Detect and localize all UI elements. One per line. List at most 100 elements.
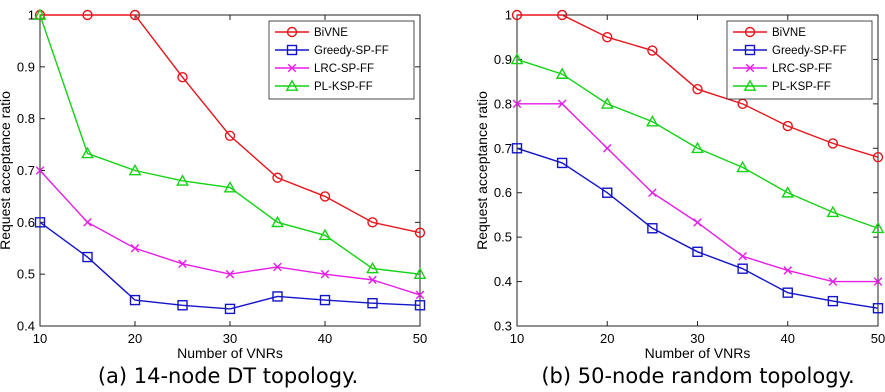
data-point [271,215,284,228]
x-axis-label: Number of VNRs [645,345,751,361]
data-point [512,99,522,109]
data-point [648,188,657,198]
data-point [738,251,747,261]
x-tick-label: 30 [223,331,237,346]
legend: BiVNE Greedy-SP-FF LRC-SP-FF PL-KSP-FF [268,20,415,100]
series-line [39,14,421,275]
x-tick-label: 20 [128,331,142,346]
data-point [177,71,188,83]
legend-swatch-marker [286,26,298,38]
data-point [128,163,142,176]
y-tick-label: 0.7 [494,141,512,156]
data-point [556,9,568,21]
legend-entry: PL-KSP-FF [275,79,373,93]
series-greedy-sp-ff [511,143,884,314]
data-point [602,143,612,153]
chart-panel-a: 10 20 30 40 50 0.4 0.5 0.6 0.7 0.8 0.9 1 Number of V… [0,8,427,389]
series-line [516,147,879,309]
x-tick-label: 20 [600,331,614,346]
data-point [367,297,378,309]
legend-label: BiVNE [314,27,348,39]
series-line [39,221,421,310]
data-point [319,294,331,306]
data-point [647,223,658,234]
y-tick-label: 0.7 [17,163,35,178]
y-tick-label: 0.5 [17,267,35,282]
x-tick-label: 50 [871,331,885,346]
legend-entry: BiVNE [733,26,806,39]
data-point [557,99,567,109]
y-tick-label: 0.6 [494,185,512,200]
data-point [692,83,703,95]
x-tick-label: 50 [413,331,427,346]
data-point [273,262,282,272]
data-point [873,277,883,286]
x-tick-label: 10 [510,331,524,346]
series-lrc-sp-ff [35,166,425,300]
data-point [555,67,569,79]
legend-swatch-marker [285,79,299,91]
data-point [367,217,378,228]
series-pl-ksp-ff [510,52,885,234]
data-point [647,45,658,56]
legend-swatch-marker [287,63,297,73]
data-point [693,218,702,227]
data-point [556,157,568,169]
figure-caption: (a) 14-node DT topology. [98,364,358,388]
data-point [692,246,703,258]
y-tick-label: 0.4 [17,319,35,334]
series-greedy-sp-ff [34,217,426,315]
data-point [33,8,47,20]
data-point [272,291,283,302]
data-point [368,275,377,285]
data-point [318,228,332,241]
data-point [415,290,425,300]
series-bivne [34,9,426,238]
y-tick-label: 1 [28,8,35,23]
data-point [872,303,884,314]
data-point [645,114,659,127]
data-point [871,221,885,234]
data-point [826,205,840,218]
data-point [828,277,838,286]
legend-label: BiVNE [772,27,806,39]
data-point [602,32,613,43]
data-point [827,295,839,307]
x-tick-label: 10 [33,331,47,346]
data-point [781,186,795,198]
legend-entry: LRC-SP-FF [733,63,832,75]
data-point [782,287,793,298]
y-tick-label: 0.5 [494,230,512,245]
x-axis-label: Number of VNRs [177,345,283,361]
y-tick-label: 0.8 [494,96,512,111]
data-point [82,9,93,21]
legend-swatch-marker [286,44,298,56]
data-point [366,261,379,274]
legend-entry: Greedy-SP-FF [275,44,389,57]
series-pl-ksp-ff [33,8,427,280]
data-point [81,146,94,159]
data-point [414,227,426,238]
data-point [176,174,189,186]
data-point [782,120,793,132]
data-point [736,160,750,173]
data-point [178,259,187,269]
y-tick-label: 1 [505,8,512,23]
legend-entry: BiVNE [275,26,348,39]
data-point [602,187,613,198]
series-lrc-sp-ff [512,99,883,286]
legend-label: LRC-SP-FF [314,63,374,75]
data-point [272,172,283,183]
data-point [129,9,141,21]
data-point [35,166,45,175]
data-point [83,218,92,227]
legend-swatch-marker [744,26,756,38]
legend-swatch-marker [743,79,757,91]
x-tick-label: 30 [690,331,704,346]
data-point [34,217,46,228]
data-point [600,97,614,109]
legend-swatch-marker [745,63,755,73]
data-point [737,263,748,274]
data-point [225,269,235,279]
